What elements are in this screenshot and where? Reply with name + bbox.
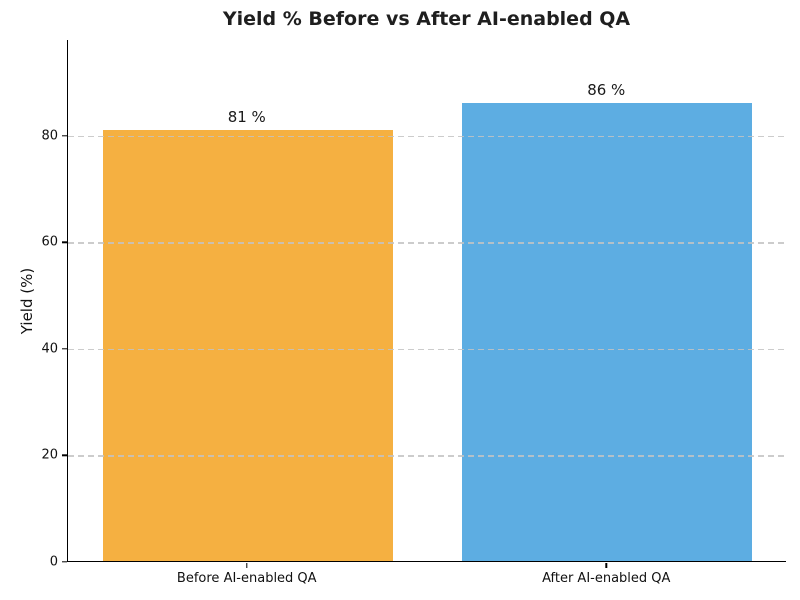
y-tick-mark bbox=[62, 454, 67, 457]
y-tick-label: 20 bbox=[41, 447, 58, 463]
y-tick-label: 80 bbox=[41, 128, 58, 144]
y-tick-mark bbox=[62, 241, 67, 244]
y-tick-label: 60 bbox=[41, 234, 58, 250]
bar-value-label: 81 % bbox=[227, 107, 266, 126]
x-tick-label-after: After AI-enabled QA bbox=[542, 571, 671, 586]
y-axis-label: Yield (%) bbox=[18, 267, 36, 335]
y-tick-label: 0 bbox=[49, 554, 58, 570]
x-tick-label-before: Before AI-enabled QA bbox=[176, 571, 317, 586]
y-tick-mark bbox=[62, 561, 67, 563]
bar-value-label: 86 % bbox=[587, 80, 626, 99]
gridline bbox=[68, 348, 786, 351]
bar-before-ai-qa bbox=[102, 129, 393, 561]
gridline bbox=[68, 242, 786, 244]
chart-title: Yield % Before vs After AI-enabled QA bbox=[222, 8, 631, 30]
x-tick-mark bbox=[605, 563, 607, 568]
gridline bbox=[68, 455, 786, 457]
plot-area bbox=[67, 40, 786, 562]
x-tick-mark bbox=[246, 563, 248, 568]
y-tick-label: 40 bbox=[41, 341, 58, 357]
y-tick-mark bbox=[62, 348, 67, 350]
y-tick-mark bbox=[62, 135, 67, 137]
gridline bbox=[68, 135, 786, 138]
bar-after-ai-qa bbox=[462, 102, 753, 561]
